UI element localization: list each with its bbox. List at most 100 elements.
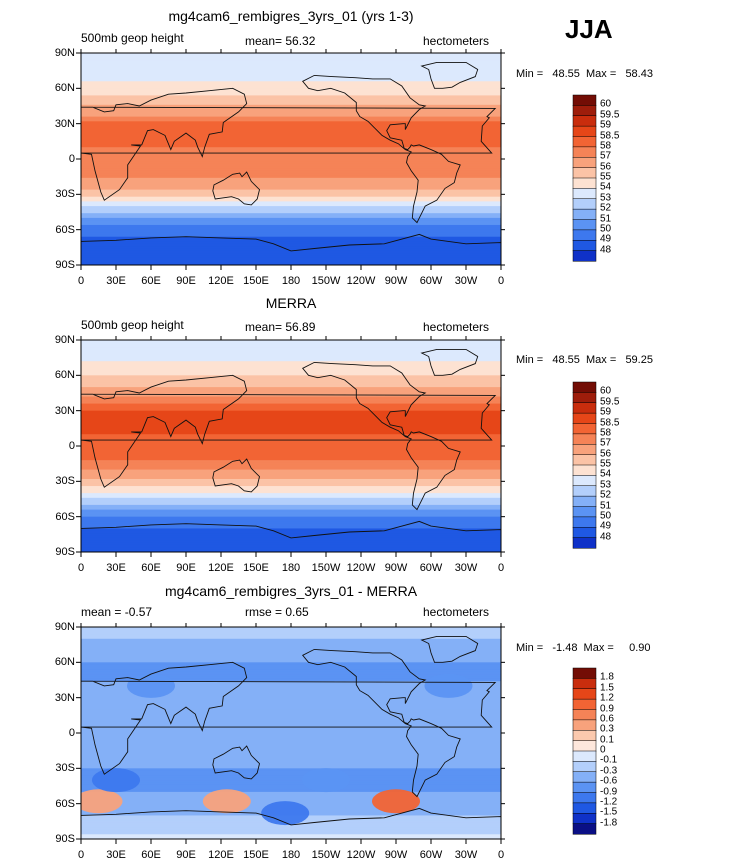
colorbar-segment — [572, 730, 597, 742]
field-band — [81, 413, 501, 416]
colorbar-label: 0.6 — [600, 713, 614, 725]
field-band — [81, 542, 501, 546]
coastline — [301, 74, 461, 224]
field-band — [81, 652, 501, 656]
coastline — [81, 374, 497, 488]
x-tick-label: 90E — [176, 275, 196, 287]
x-tick-label: 30W — [454, 562, 478, 574]
field-band — [81, 398, 501, 402]
colorbar-segment — [572, 719, 597, 731]
field-band — [81, 358, 501, 362]
field-band — [81, 631, 501, 635]
x-tick-label: 0 — [77, 562, 85, 574]
field-band — [81, 236, 501, 240]
colorbar-label: 49 — [600, 520, 612, 532]
colorbar-label: 60 — [600, 98, 612, 110]
colorbar-segment — [572, 433, 597, 445]
field-band — [81, 533, 501, 537]
field-band — [81, 196, 501, 200]
field-band — [81, 370, 501, 374]
field-band — [81, 93, 501, 96]
panel-1-min-max: Min = 48.55 Max = 58.43 — [516, 68, 653, 80]
anomaly-patch — [424, 673, 473, 698]
field-band — [81, 368, 501, 372]
colorbar-label: -0.1 — [600, 754, 618, 766]
field-band — [81, 130, 501, 134]
field-band — [81, 260, 501, 264]
field-band — [81, 730, 501, 734]
field-band — [81, 208, 501, 212]
x-tick-label: 60W — [419, 849, 443, 861]
panel-3-min-max: Min = -1.48 Max = 0.90 — [516, 642, 651, 654]
y-tick-label: 60N — [54, 656, 75, 669]
y-tick-label: 90S — [55, 833, 75, 845]
field-band — [81, 74, 501, 78]
field-band — [81, 537, 501, 541]
field-band — [81, 64, 501, 68]
colorbar-segment — [572, 146, 597, 158]
map-panel-2 — [76, 336, 505, 557]
x-tick-label: 120W — [346, 562, 376, 574]
colorbar-segment — [572, 105, 597, 117]
field-band — [81, 636, 501, 640]
colorbar-segment — [572, 698, 597, 711]
colorbar-segment — [572, 813, 597, 825]
x-tick-label: 30W — [454, 849, 478, 861]
y-tick-label: 0 — [68, 440, 75, 452]
field-band — [81, 519, 501, 522]
field-band — [81, 229, 501, 233]
field-band — [81, 189, 501, 193]
colorbar-label: 60 — [600, 385, 612, 397]
field-band — [81, 469, 501, 473]
field-band — [81, 340, 501, 343]
field-band — [81, 749, 501, 753]
field-band — [81, 540, 501, 544]
anomaly-patch — [302, 768, 350, 793]
colorbar-label: 55 — [600, 458, 612, 470]
colorbar-label: 58.5 — [600, 130, 620, 141]
field-band — [81, 667, 501, 670]
colorbar-segment — [572, 250, 597, 262]
field-band — [81, 187, 501, 191]
field-band — [81, 780, 501, 784]
field-band — [81, 530, 501, 534]
colorbar-label: 49 — [600, 233, 612, 245]
y-tick-label: 90S — [55, 259, 75, 271]
panel-2-mean: mean= 56.89 — [245, 320, 316, 334]
x-tick-label: 60E — [141, 849, 161, 861]
colorbar-label: 52 — [600, 489, 612, 501]
field-band — [81, 147, 501, 151]
x-tick-label: 0 — [77, 275, 85, 287]
y-tick-label: 90N — [54, 621, 75, 633]
field-band — [81, 643, 501, 647]
x-tick-label: 150W — [311, 562, 341, 574]
panel-1-mean: mean= 56.32 — [245, 34, 316, 48]
x-tick-label: 30E — [106, 562, 126, 574]
field-band — [81, 758, 501, 762]
field-band — [81, 629, 501, 633]
colorbar-segment — [572, 516, 597, 528]
map-panel-1 — [76, 49, 505, 270]
x-tick-label: 90W — [384, 562, 408, 574]
field-band — [81, 90, 501, 94]
field-band — [81, 690, 501, 694]
field-band — [81, 700, 501, 703]
field-band — [81, 170, 501, 174]
coastline — [212, 171, 260, 206]
field-band — [81, 220, 501, 224]
field-band — [81, 109, 501, 113]
field-band — [81, 107, 501, 111]
field-band — [81, 100, 501, 104]
colorbar-segment — [572, 709, 597, 721]
field-band — [81, 180, 501, 184]
x-tick-label: 180 — [281, 849, 301, 861]
field-band — [81, 834, 501, 838]
field-band — [81, 224, 501, 228]
field-band — [81, 773, 501, 776]
field-band — [81, 462, 501, 466]
x-tick-label: 60E — [141, 562, 161, 574]
field-band — [81, 824, 501, 828]
anomaly-patch — [92, 768, 140, 793]
field-band — [81, 763, 501, 767]
field-band — [81, 163, 501, 167]
